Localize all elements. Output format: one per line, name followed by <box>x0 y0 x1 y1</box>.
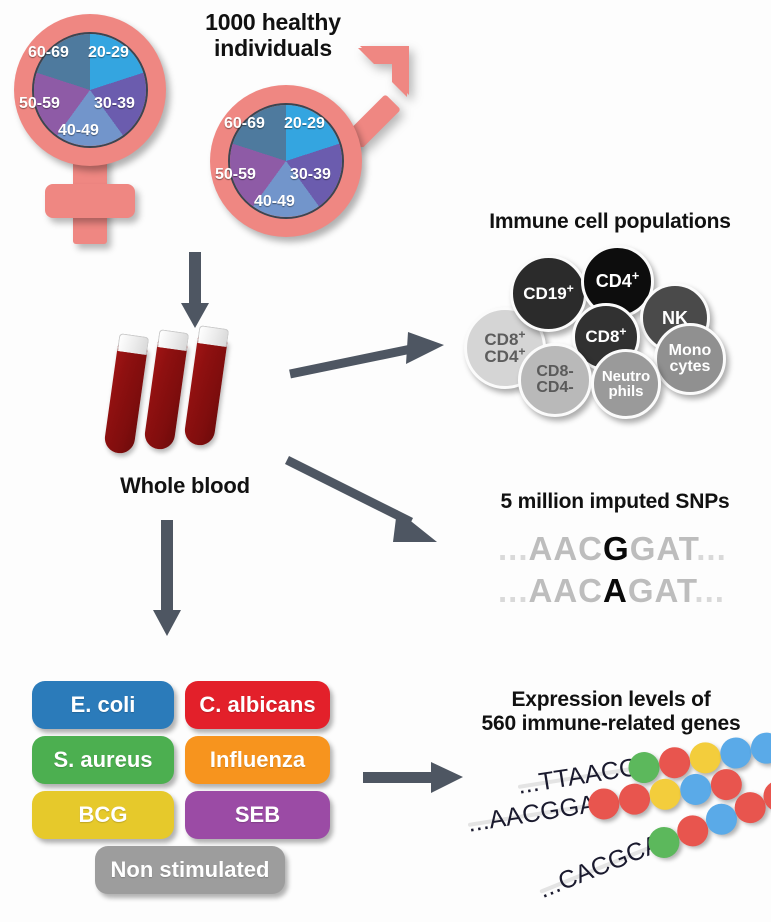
immune-cell-label: NK <box>662 307 688 328</box>
venus-stem-cross <box>45 184 135 218</box>
expression-title-line2: 560 immune-related genes <box>481 712 741 736</box>
immune-cell-label: Neutro phils <box>601 367 651 400</box>
snp-prefix: AAC <box>528 530 604 567</box>
tube-body <box>102 344 148 456</box>
snp-tail-dots: ... <box>694 572 725 609</box>
pie-segment-60-69 <box>230 105 342 217</box>
stimulus-non-stimulated[interactable]: Non stimulated <box>95 846 285 894</box>
pie-label-30-39: 30-39 <box>290 166 331 183</box>
pie-label-40-49: 40-49 <box>58 122 99 139</box>
immune-cell-monocytes: Mono cytes <box>654 323 726 395</box>
snp-suffix: GAT <box>629 530 697 567</box>
immune-cell-neutrophils: Neutro phils <box>591 349 661 419</box>
pie-label-50-59: 50-59 <box>19 95 60 112</box>
female-cohort-symbol: 20-29 30-39 40-49 50-59 60-69 <box>6 6 186 256</box>
whole-blood-label: Whole blood <box>120 473 250 498</box>
snp-lead-dots: ... <box>498 572 529 609</box>
stimulus-bcg[interactable]: BCG <box>32 791 174 839</box>
snps-title: 5 million imputed SNPs <box>500 490 730 513</box>
expression-title: Expression levels of 560 immune-related … <box>455 688 767 736</box>
whole-blood-tubes <box>102 325 260 468</box>
snp-sequence-row: ...AACAGAT... <box>498 572 725 610</box>
cohort-title-line1: 1000 healthy <box>205 9 341 35</box>
arrow-blood-to-snps <box>284 455 445 548</box>
immune-cell-label: CD8+ <box>585 324 627 347</box>
pie-label-60-69: 60-69 <box>224 115 265 132</box>
arrow-blood-to-immune <box>288 330 448 380</box>
immune-cell-cd19: CD19+ <box>510 255 587 332</box>
immune-cell-cd8n-cd4n: CD8- CD4- <box>518 343 592 417</box>
stimulus-influenza[interactable]: Influenza <box>185 736 330 784</box>
immune-cell-label: CD8- CD4- <box>536 362 574 396</box>
stimulus-c-albicans[interactable]: C. albicans <box>185 681 330 729</box>
pie-segment-60-69 <box>34 34 146 146</box>
snp-lead-dots: ... <box>498 530 529 567</box>
immune-cell-label: CD19+ <box>523 281 574 303</box>
stimulus-e-coli[interactable]: E. coli <box>32 681 174 729</box>
snp-variant-allele: A <box>603 572 628 609</box>
gene-bead <box>647 776 683 813</box>
snp-prefix: AAC <box>528 572 604 609</box>
tube-body <box>142 340 188 452</box>
stimulus-seb[interactable]: SEB <box>185 791 330 839</box>
cohort-title-line2: individuals <box>214 35 332 62</box>
snp-suffix: GAT <box>627 572 695 609</box>
tube-body <box>182 336 228 448</box>
snp-variant-allele: G <box>603 530 630 567</box>
immune-title: Immune cell populations <box>489 210 731 233</box>
immune-cell-label: CD4+ <box>595 268 640 292</box>
arrow-cohort-to-blood <box>178 252 212 330</box>
pie-label-50-59: 50-59 <box>215 166 256 183</box>
stimulus-s-aureus[interactable]: S. aureus <box>32 736 174 784</box>
gene-bead <box>678 771 714 808</box>
immune-cell-label: CD8+ CD4+ <box>484 327 526 366</box>
pie-label-40-49: 40-49 <box>254 193 295 210</box>
snp-tail-dots: ... <box>696 530 727 567</box>
cohort-title: 1000 healthy individuals <box>173 9 373 62</box>
male-age-pie <box>228 103 344 219</box>
snp-sequence-row: ...AACGGAT... <box>498 530 727 568</box>
pie-label-60-69: 60-69 <box>28 44 69 61</box>
immune-cell-label: Mono cytes <box>668 341 712 375</box>
pie-label-30-39: 30-39 <box>94 95 135 112</box>
pie-label-20-29: 20-29 <box>88 44 129 61</box>
male-cohort-symbol: 20-29 30-39 40-49 50-59 60-69 <box>200 40 415 245</box>
gene-bead <box>616 781 653 817</box>
pie-label-20-29: 20-29 <box>284 115 325 132</box>
female-age-pie <box>32 32 148 148</box>
immune-bubble-cluster: CD8+ CD4+ CD19+ CD4+ NK CD8+ Mono cytes C… <box>450 245 771 420</box>
arrow-stimuli-to-expression <box>363 760 465 796</box>
arrow-blood-to-stimuli <box>150 520 184 638</box>
expression-title-line1: Expression levels of <box>511 688 711 711</box>
